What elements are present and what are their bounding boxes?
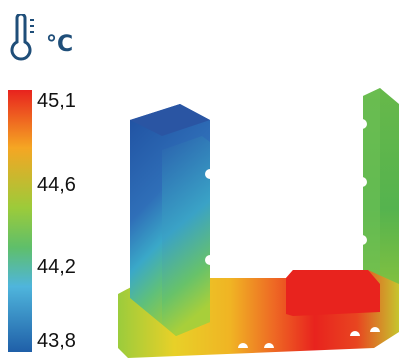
left-wall-notch-2 xyxy=(205,255,215,265)
right-wall-inner-face xyxy=(363,88,380,330)
left-wall-inner-face xyxy=(162,136,210,336)
u-profile-model xyxy=(118,88,399,358)
right-wall-notch-1 xyxy=(357,119,367,129)
tick-label-min: 43,8 xyxy=(37,330,76,352)
right-wall-notch-2 xyxy=(357,177,367,187)
right-wall-notch-3 xyxy=(357,235,367,245)
temperature-legend: 45,1 44,6 44,2 43,8 xyxy=(8,90,118,352)
unit-label: °C xyxy=(46,32,74,57)
tick-label-max: 45,1 xyxy=(37,90,76,112)
left-wall-top xyxy=(130,104,210,136)
base-raised-section xyxy=(286,270,380,316)
left-wall-notch-1 xyxy=(205,169,215,179)
tick-label-upper: 44,6 xyxy=(37,174,76,196)
header: °C xyxy=(8,14,128,62)
tick-label-lower: 44,2 xyxy=(37,256,76,278)
thermometer-icon xyxy=(10,14,34,61)
color-scale-bar xyxy=(8,90,32,352)
